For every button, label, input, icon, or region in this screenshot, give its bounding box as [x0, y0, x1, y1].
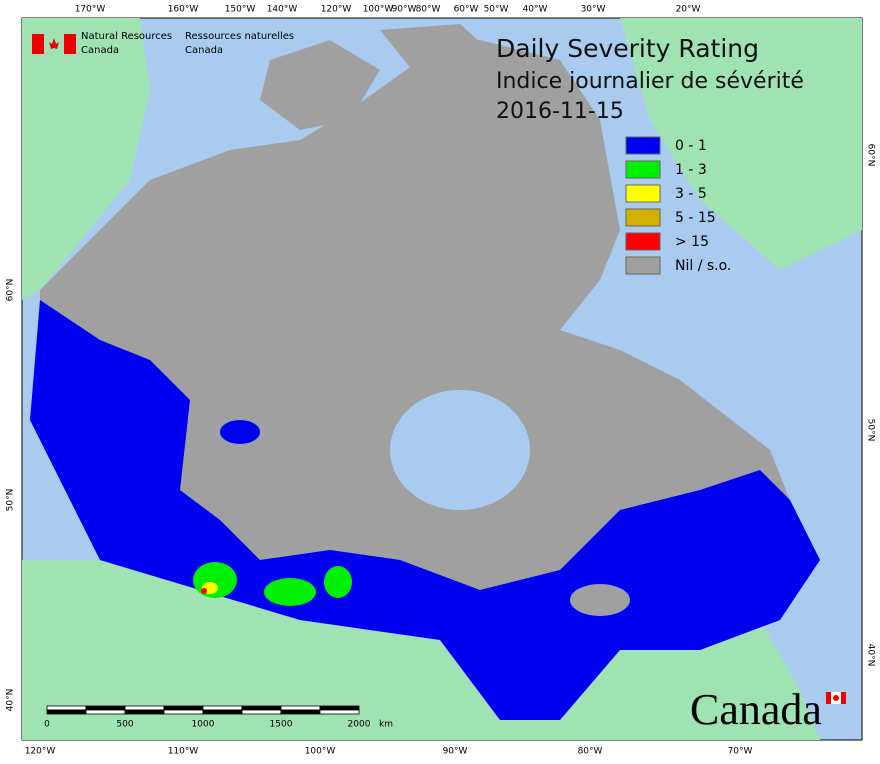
scale-segment	[202, 709, 243, 715]
legend-swatch	[625, 184, 661, 203]
scale-segment	[319, 705, 360, 711]
scale-bar: 0 500 1000 1500 2000 km	[44, 705, 393, 730]
scale-unit: km	[379, 720, 393, 730]
longitude-label: 20°W	[676, 5, 701, 15]
scale-segment	[46, 705, 87, 711]
longitude-label: 40°W	[523, 5, 548, 15]
date: 2016-11-15	[496, 99, 624, 124]
longitude-label: 150°W	[225, 5, 256, 15]
scale-segment	[124, 705, 165, 711]
latitude-label: 60°N	[6, 279, 16, 302]
latitude-label: 50°N	[866, 419, 876, 442]
scale-segment	[46, 709, 87, 715]
logo-text: Canada	[185, 45, 223, 56]
legend: 0 - 1 1 - 3 3 - 5 5 - 15 > 15 Nil / s.o.	[625, 136, 731, 275]
longitude-label: 70°W	[728, 747, 753, 757]
graticule-labels: 170°W 160°W 150°W 140°W 120°W 100°W90°W 80°W 60…	[6, 5, 876, 757]
legend-swatch	[625, 136, 661, 155]
longitude-label: 170°W	[75, 5, 106, 15]
subtitle: Indice journalier de sévérité	[496, 69, 804, 94]
legend-swatch	[625, 232, 661, 251]
longitude-label: 80°W	[578, 747, 603, 757]
longitude-label: 90°W	[392, 5, 417, 15]
legend-label: > 15	[675, 234, 709, 250]
scale-label: 1500	[270, 720, 293, 730]
longitude-label: 60°W	[454, 5, 479, 15]
scale-segment	[85, 709, 126, 715]
legend-swatch	[625, 256, 661, 275]
scale-segment	[319, 709, 360, 715]
legend-label: 5 - 15	[675, 210, 716, 226]
logo-text: Ressources naturelles	[185, 31, 294, 42]
legend-label: 3 - 5	[675, 186, 707, 202]
canada-wordmark: Canada	[690, 685, 846, 734]
longitude-label: 140°W	[267, 5, 298, 15]
legend-label: Nil / s.o.	[675, 258, 731, 274]
scale-label: 500	[116, 720, 133, 730]
scale-label: 2000	[348, 720, 371, 730]
scale-segment	[241, 705, 282, 711]
latitude-label: 60°N	[866, 144, 876, 167]
scale-label: 0	[44, 720, 50, 730]
longitude-label: 160°W	[168, 5, 199, 15]
legend-swatch	[625, 208, 661, 227]
longitude-label: 110°W	[168, 747, 199, 757]
land	[22, 18, 862, 740]
legend-label: 1 - 3	[675, 162, 707, 178]
logo-text: Canada	[81, 45, 119, 56]
longitude-label: 120°W	[321, 5, 352, 15]
longitude-label: 30°W	[581, 5, 606, 15]
title: Daily Severity Rating	[496, 34, 759, 63]
longitude-label: 80°W	[416, 5, 441, 15]
scale-segment	[163, 705, 204, 711]
longitude-label: 100°W	[363, 5, 394, 15]
latitude-label: 50°N	[6, 489, 16, 512]
logo-text: Natural Resources	[81, 31, 172, 42]
scale-segment	[202, 705, 243, 711]
longitude-label: 50°W	[484, 5, 509, 15]
scale-segment	[280, 709, 321, 715]
scale-segment	[280, 705, 321, 711]
longitude-label: 90°W	[443, 747, 468, 757]
scale-segment	[163, 709, 204, 715]
scale-segment	[124, 709, 165, 715]
wordmark: Canada	[690, 685, 822, 734]
latitude-label: 40°N	[6, 689, 16, 712]
scale-label: 1000	[192, 720, 215, 730]
nrcan-logo: Natural Resources Canada Ressources natu…	[32, 31, 294, 56]
longitude-label: 100°W	[305, 747, 336, 757]
legend-label: 0 - 1	[675, 138, 707, 154]
scale-segment	[85, 705, 126, 711]
scale-segment	[241, 709, 282, 715]
legend-swatch	[625, 160, 661, 179]
longitude-label: 120°W	[25, 747, 56, 757]
latitude-label: 40°N	[866, 644, 876, 667]
